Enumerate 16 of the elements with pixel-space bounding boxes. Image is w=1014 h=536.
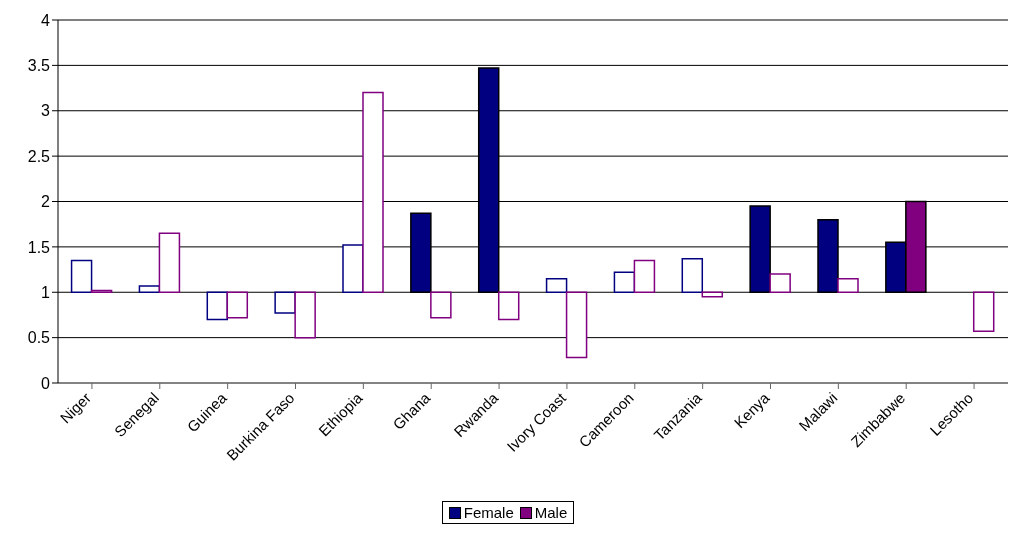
y-tick-label: 3 — [41, 102, 51, 120]
legend-label: Male — [533, 504, 568, 521]
y-tick-label: 4 — [41, 11, 51, 29]
y-tick-label: 2 — [41, 193, 51, 211]
bar — [837, 277, 859, 293]
legend-label: Female — [462, 504, 514, 521]
y-tick-label: 1.5 — [27, 238, 51, 256]
y-tick-label: 0.5 — [27, 329, 51, 347]
y-tick-label: 3.5 — [27, 57, 51, 75]
bar — [430, 291, 452, 319]
y-tick-label: 1 — [41, 283, 51, 301]
y-tick-label: 2.5 — [27, 147, 51, 165]
bar — [972, 291, 995, 333]
bar — [497, 291, 520, 321]
bar — [769, 273, 791, 293]
y-tick-label: 0 — [41, 374, 51, 392]
